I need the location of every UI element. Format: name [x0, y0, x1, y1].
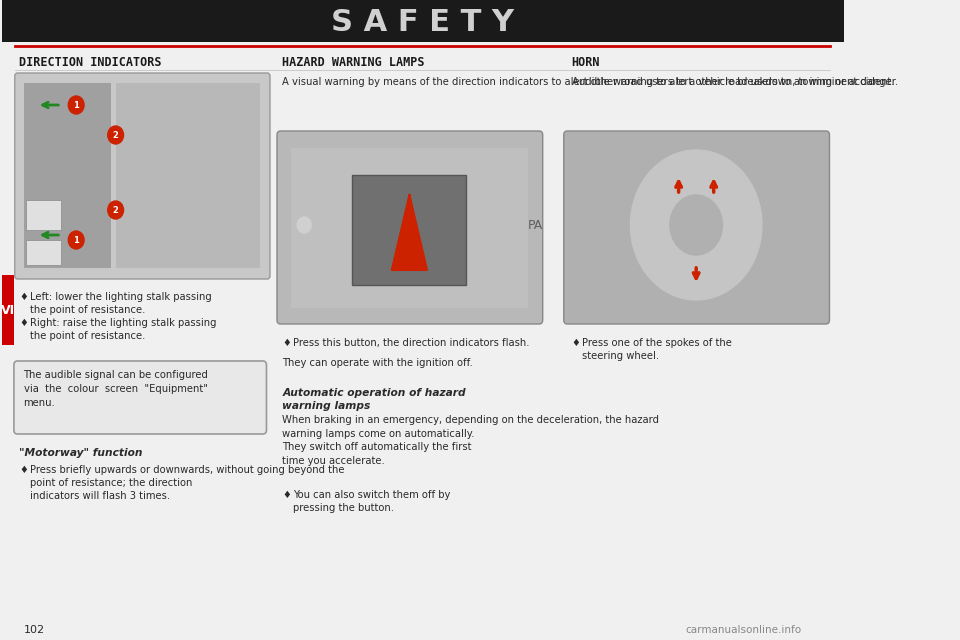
Text: 1: 1: [73, 100, 79, 109]
Text: 102: 102: [24, 625, 45, 635]
Text: ♦: ♦: [19, 318, 28, 328]
Bar: [26, 200, 61, 230]
Bar: [115, 83, 260, 268]
Circle shape: [108, 126, 124, 144]
Text: Press this button, the direction indicators flash.: Press this button, the direction indicat…: [293, 338, 529, 348]
Circle shape: [298, 217, 311, 233]
Bar: [24, 83, 111, 268]
Text: ♦: ♦: [19, 292, 28, 302]
Text: HAZARD WARNING LAMPS: HAZARD WARNING LAMPS: [282, 56, 424, 68]
Bar: [26, 240, 61, 265]
Text: When braking in an emergency, depending on the deceleration, the hazard
warning : When braking in an emergency, depending …: [282, 415, 660, 466]
Text: carmanualsonline.info: carmanualsonline.info: [685, 625, 802, 635]
Circle shape: [631, 150, 762, 300]
FancyBboxPatch shape: [277, 131, 542, 324]
Text: Press briefly upwards or downwards, without going beyond the
point of resistance: Press briefly upwards or downwards, with…: [30, 465, 345, 501]
Text: Automatic operation of hazard
warning lamps: Automatic operation of hazard warning la…: [282, 388, 466, 412]
Text: The audible signal can be configured
via  the  colour  screen  "Equipment"
menu.: The audible signal can be configured via…: [24, 370, 208, 408]
Text: A visual warning by means of the direction indicators to alert other road users : A visual warning by means of the directi…: [282, 77, 895, 87]
Text: Audible warning to alert other road users to an imminent danger.: Audible warning to alert other road user…: [571, 77, 898, 87]
Text: ♦: ♦: [571, 338, 581, 348]
Bar: [2, 275, 13, 345]
Circle shape: [68, 96, 84, 114]
Text: 2: 2: [112, 205, 119, 214]
Text: They can operate with the ignition off.: They can operate with the ignition off.: [282, 358, 473, 368]
Text: ♦: ♦: [282, 338, 291, 348]
Text: Left: lower the lighting stalk passing
the point of resistance.: Left: lower the lighting stalk passing t…: [30, 292, 211, 316]
Text: ♦: ♦: [19, 465, 28, 475]
Bar: [2, 0, 844, 42]
Text: 2: 2: [112, 131, 119, 140]
Bar: [291, 148, 528, 308]
Text: HORN: HORN: [571, 56, 600, 68]
Text: VI: VI: [1, 303, 14, 317]
Text: DIRECTION INDICATORS: DIRECTION INDICATORS: [19, 56, 161, 68]
Circle shape: [670, 195, 723, 255]
Text: ♦: ♦: [282, 490, 291, 500]
Circle shape: [68, 231, 84, 249]
Text: You can also switch them off by
pressing the button.: You can also switch them off by pressing…: [293, 490, 450, 513]
Text: Right: raise the lighting stalk passing
the point of resistance.: Right: raise the lighting stalk passing …: [30, 318, 216, 341]
Text: "Motorway" function: "Motorway" function: [19, 448, 143, 458]
Text: PA: PA: [528, 218, 543, 232]
FancyBboxPatch shape: [14, 73, 270, 279]
Bar: [352, 175, 467, 285]
Text: Press one of the spokes of the
steering wheel.: Press one of the spokes of the steering …: [582, 338, 732, 361]
FancyBboxPatch shape: [564, 131, 829, 324]
Text: S A F E T Y: S A F E T Y: [331, 8, 514, 36]
Text: 1: 1: [73, 236, 79, 244]
Circle shape: [108, 201, 124, 219]
FancyBboxPatch shape: [13, 361, 267, 434]
Polygon shape: [392, 195, 427, 270]
